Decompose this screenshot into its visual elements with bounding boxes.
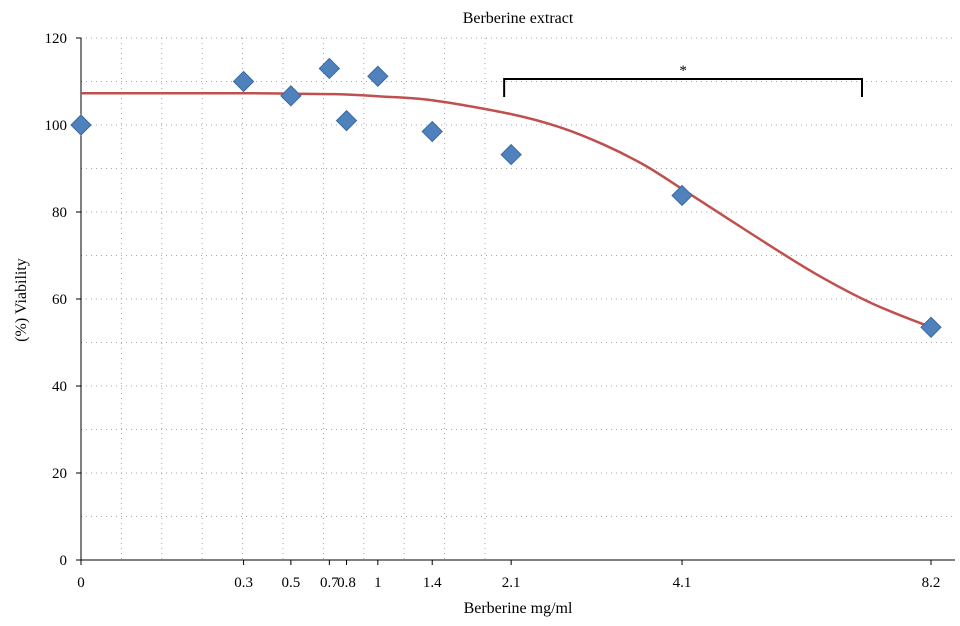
x-tick-label: 0.3 <box>234 575 253 591</box>
data-point-diamond <box>920 316 942 338</box>
y-tick-label: 0 <box>60 553 68 569</box>
x-tick-label: 4.1 <box>673 575 692 591</box>
x-tick-label: 0 <box>77 575 85 591</box>
data-point-diamond <box>318 57 341 80</box>
y-tick-label: 20 <box>52 466 67 482</box>
axes <box>76 37 955 565</box>
data-points <box>70 57 942 338</box>
y-axis-title: (%) Viability <box>13 258 30 342</box>
fit-curve <box>80 91 932 329</box>
data-point-diamond <box>421 120 443 143</box>
significance-star: * <box>679 63 687 79</box>
x-tick-labels: 0 0.3 0.5 0.70.8 1 1.4 2.1 4.1 8.2 <box>77 575 940 591</box>
x-tick-label: 0.7 <box>320 575 339 591</box>
x-tick-label: 1.4 <box>423 575 442 591</box>
y-tick-label: 100 <box>45 118 68 134</box>
bracket-line <box>503 78 863 97</box>
y-tick-labels: 0 20 40 60 80 100 120 <box>45 31 68 569</box>
x-tick-label: 0.5 <box>282 575 301 591</box>
data-point-diamond <box>280 85 302 107</box>
y-tick-label: 60 <box>52 292 67 308</box>
x-tick-label: 1 <box>374 575 382 591</box>
data-point-diamond <box>500 143 522 166</box>
x-axis-title: Berberine mg/ml <box>464 600 573 617</box>
chart-title: Berberine extract <box>463 10 574 27</box>
significance-bracket: * <box>503 63 863 97</box>
data-point-diamond <box>335 109 358 132</box>
data-point-diamond <box>671 184 693 207</box>
y-tick-label: 120 <box>45 31 68 47</box>
data-point-diamond <box>232 70 255 93</box>
data-point-diamond <box>70 114 92 136</box>
y-tick-label: 40 <box>52 379 67 395</box>
x-tick-label: 2.1 <box>502 575 521 591</box>
fit-curve-line <box>80 91 932 329</box>
gridlines <box>81 37 955 560</box>
x-tick-label: 0.8 <box>337 575 356 591</box>
data-point-diamond <box>367 65 389 87</box>
y-tick-label: 80 <box>52 205 67 221</box>
x-tick-label: 8.2 <box>922 575 941 591</box>
